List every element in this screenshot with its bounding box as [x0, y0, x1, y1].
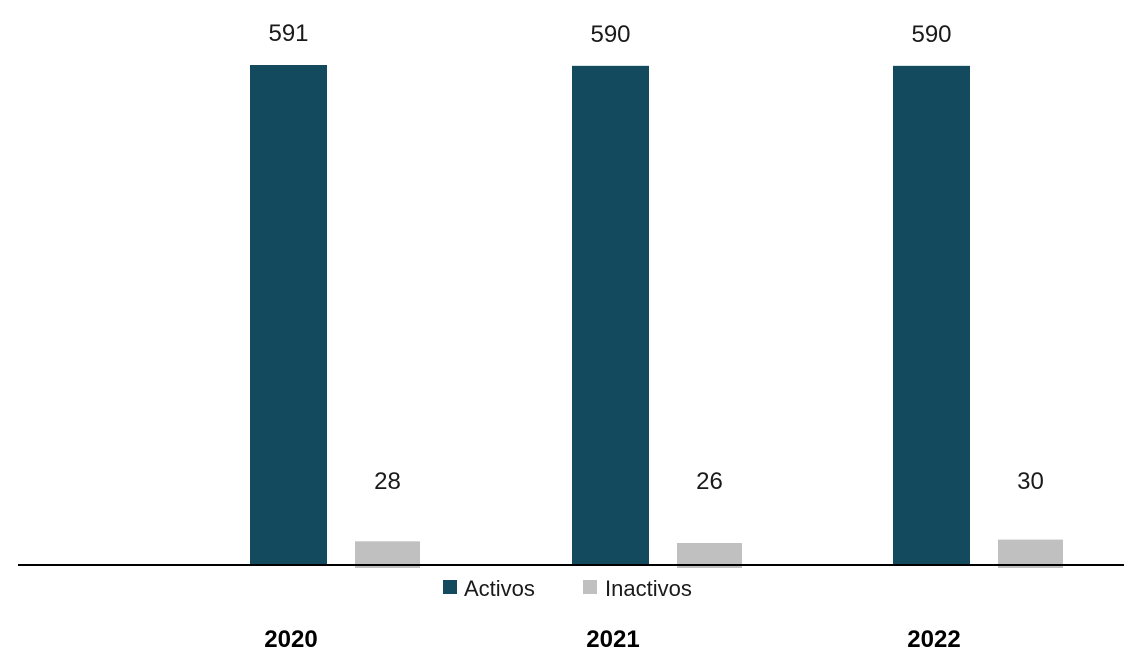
legend-swatch-inactivos: [583, 580, 597, 594]
bar-activos-2020: [250, 65, 327, 565]
category-labels-layer: 2020 2021 2022: [264, 626, 960, 652]
legend-swatch-activos: [443, 580, 457, 594]
bar-inactivos-2020: [355, 541, 420, 568]
bars-layer: [250, 65, 1063, 568]
bar-activos-2021: [572, 65, 649, 566]
category-label-2021: 2021: [586, 626, 639, 652]
data-label-activos-2022: 590: [911, 21, 951, 48]
data-label-inactivos-2020: 28: [374, 468, 401, 495]
bar-inactivos-2022: [998, 539, 1063, 568]
data-label-activos-2021: 590: [590, 21, 630, 48]
bar-inactivos-2021: [677, 543, 742, 568]
data-label-inactivos-2021: 26: [696, 468, 723, 495]
category-label-2022: 2022: [907, 626, 960, 652]
data-label-inactivos-2022: 30: [1017, 468, 1044, 495]
legend-label-activos: Activos: [464, 576, 535, 601]
category-label-2020: 2020: [264, 626, 317, 652]
legend-label-inactivos: Inactivos: [605, 576, 692, 601]
value-labels-layer: 591 28 590 26 590 30: [268, 20, 1043, 495]
data-label-activos-2020: 591: [268, 20, 308, 47]
legend: Activos Inactivos: [443, 576, 692, 601]
bar-activos-2022: [893, 65, 970, 566]
